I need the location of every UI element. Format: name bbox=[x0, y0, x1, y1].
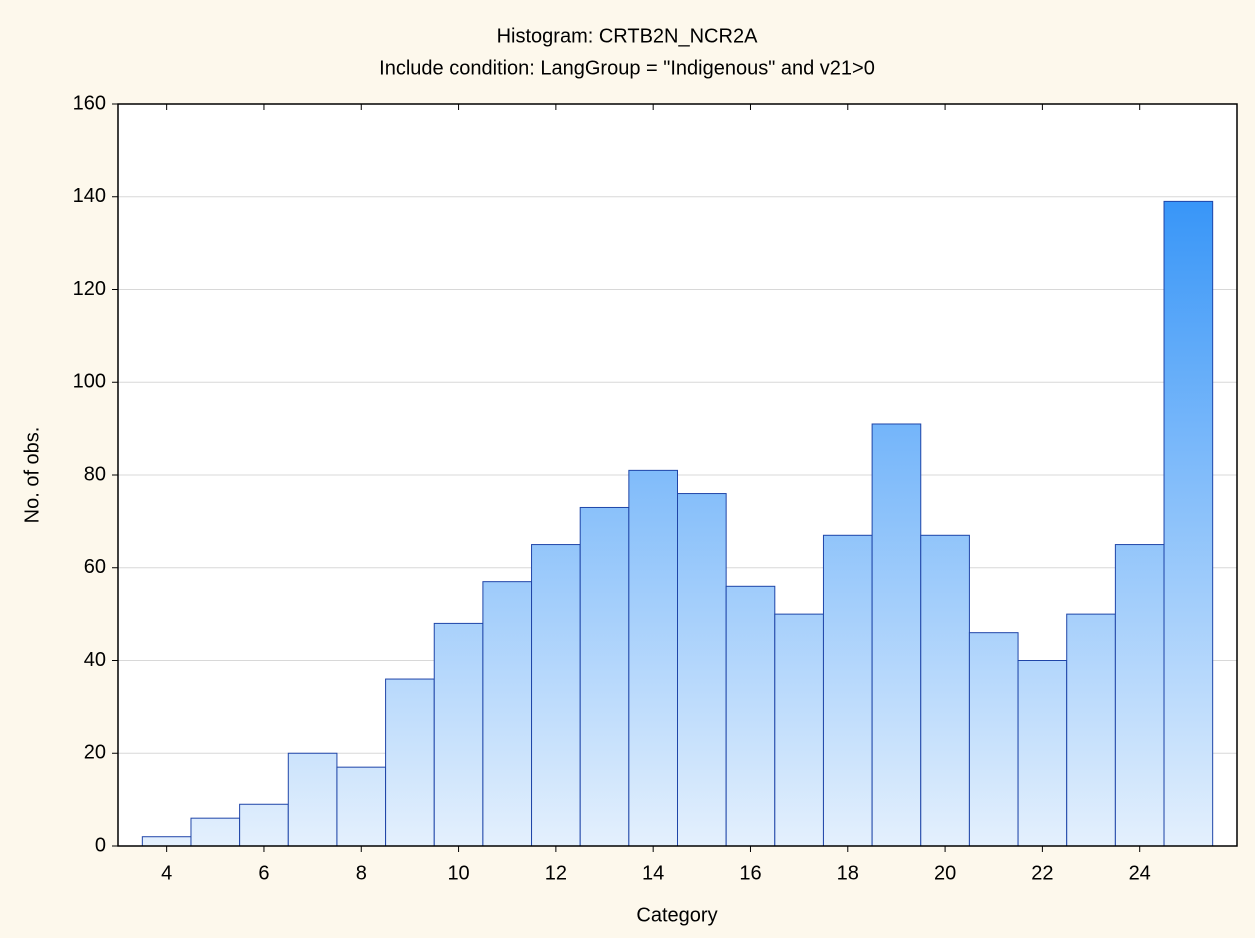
y-tick-label: 100 bbox=[73, 371, 106, 393]
bar bbox=[822, 534, 873, 847]
chart-subtitle: Include condition: LangGroup = "Indigeno… bbox=[379, 57, 875, 79]
bar bbox=[1066, 613, 1116, 847]
x-axis-label: Category bbox=[636, 904, 717, 926]
bar bbox=[190, 817, 241, 847]
bar bbox=[385, 678, 435, 847]
bar bbox=[531, 544, 581, 847]
x-tick-label: 20 bbox=[934, 862, 956, 884]
bar bbox=[287, 752, 338, 847]
x-tick-label: 16 bbox=[739, 862, 761, 884]
bar bbox=[725, 585, 776, 847]
bar bbox=[677, 493, 727, 847]
x-tick-label: 10 bbox=[447, 862, 469, 884]
bar bbox=[1017, 660, 1068, 847]
chart-title: Histogram: CRTB2N_NCR2A bbox=[497, 25, 758, 47]
x-tick-label: 8 bbox=[356, 862, 367, 884]
bar bbox=[239, 803, 289, 847]
y-tick-label: 60 bbox=[84, 556, 106, 578]
y-tick-label: 140 bbox=[73, 185, 106, 207]
bar bbox=[141, 836, 192, 847]
bar bbox=[482, 581, 533, 847]
bar bbox=[774, 613, 824, 847]
bar bbox=[920, 534, 970, 847]
y-tick-label: 80 bbox=[84, 463, 106, 485]
x-tick-label: 4 bbox=[161, 862, 172, 884]
x-tick-label: 14 bbox=[642, 862, 664, 884]
x-tick-label: 6 bbox=[258, 862, 269, 884]
bar bbox=[628, 469, 679, 847]
y-tick-label: 0 bbox=[95, 834, 106, 856]
bar bbox=[1114, 544, 1165, 847]
bar bbox=[1163, 200, 1214, 847]
bar bbox=[871, 423, 922, 847]
x-tick-label: 12 bbox=[545, 862, 567, 884]
y-tick-label: 40 bbox=[84, 649, 106, 671]
bar bbox=[336, 766, 387, 847]
x-tick-label: 24 bbox=[1129, 862, 1151, 884]
x-tick-label: 18 bbox=[837, 862, 859, 884]
bar bbox=[433, 622, 484, 847]
bar bbox=[968, 632, 1019, 847]
y-tick-label: 160 bbox=[73, 92, 106, 114]
x-tick-label: 22 bbox=[1031, 862, 1053, 884]
bar bbox=[579, 506, 630, 847]
y-tick-label: 20 bbox=[84, 742, 106, 764]
plot-frame bbox=[117, 103, 1238, 847]
y-axis-label: No. of obs. bbox=[21, 427, 43, 524]
y-tick-label: 120 bbox=[73, 278, 106, 300]
